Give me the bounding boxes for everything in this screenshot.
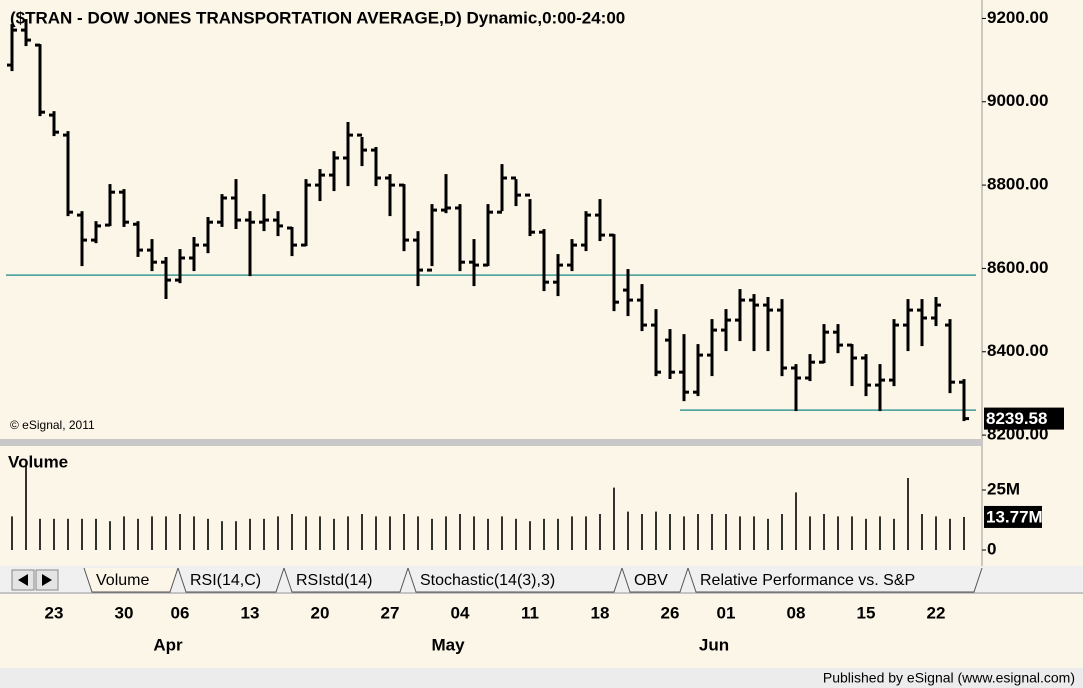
chart-title: ($TRAN - DOW JONES TRANSPORTATION AVERAG… [10,8,625,27]
copyright: © eSignal, 2011 [10,418,95,432]
y-tick-label: 0 [987,539,996,558]
x-tick-label: 18 [591,603,610,622]
tab-label[interactable]: Stochastic(14(3),3) [420,572,555,589]
month-label: Apr [153,635,183,654]
x-tick-label: 06 [171,603,190,622]
tab[interactable] [283,567,409,593]
tab-active[interactable] [83,567,179,593]
x-tick-label: 13 [241,603,260,622]
x-tick-label: 11 [521,603,539,622]
tab[interactable] [177,567,285,593]
x-tick-label: 26 [661,603,680,622]
x-tick-label: 23 [45,603,64,622]
x-tick-label: 15 [857,603,876,622]
footer-bar [0,668,1083,688]
y-tick-label: 8400.00 [987,341,1048,360]
x-tick-label: 30 [115,603,134,622]
y-tick-label: 25M [987,479,1020,498]
tab-label[interactable]: OBV [634,572,668,589]
last-value: 8239.58 [986,409,1047,428]
tab[interactable] [621,567,689,593]
tab-label[interactable]: Relative Performance vs. S&P [700,572,915,589]
tab[interactable] [407,567,623,593]
last-value: 13.77M [986,507,1043,526]
month-label: May [431,635,465,654]
x-tick-label: 01 [717,603,736,622]
y-tick-label: 8800.00 [987,175,1048,194]
y-tick-label: 9200.00 [987,8,1048,27]
tab-label[interactable]: RSI(14,C) [190,572,261,589]
x-tick-label: 27 [381,603,400,622]
x-tick-label: 04 [451,603,470,622]
x-tick-label: 08 [787,603,806,622]
tab[interactable] [687,567,983,593]
last-value-box [984,505,1042,528]
panel-separator [0,439,982,446]
tab-label[interactable]: Volume [96,572,149,589]
background [0,0,1083,668]
x-tick-label: 22 [927,603,946,622]
month-label: Jun [699,635,729,654]
y-tick-label: 8600.00 [987,258,1048,277]
scroll-right[interactable] [35,569,59,591]
last-value-box [984,407,1064,430]
y-tick-label: 9000.00 [987,91,1048,110]
panel-title: Volume [8,452,68,471]
tab-label[interactable]: RSIstd(14) [296,572,372,589]
x-tick-label: 20 [311,603,330,622]
footer: Published by eSignal (www.esignal.com) [823,670,1075,686]
scroll-left[interactable] [11,569,35,591]
